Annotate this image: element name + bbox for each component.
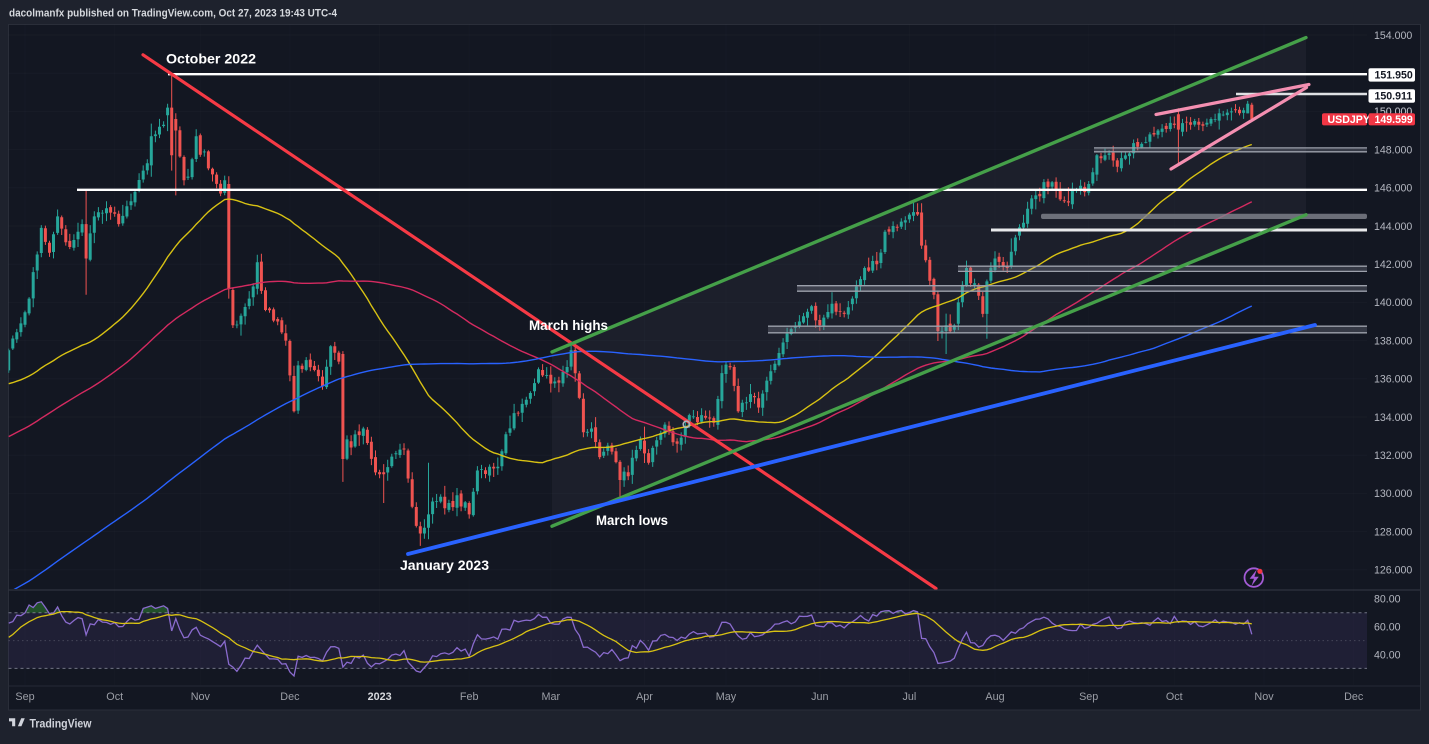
svg-text:136.000: 136.000 <box>1374 374 1412 386</box>
svg-text:Oct: Oct <box>106 691 123 703</box>
svg-text:Sep: Sep <box>15 691 34 703</box>
svg-text:130.000: 130.000 <box>1374 488 1412 500</box>
svg-text:dacolmanfx published on Tradin: dacolmanfx published on TradingView.com,… <box>9 8 338 20</box>
svg-text:October 2022: October 2022 <box>166 52 256 67</box>
svg-text:Sep: Sep <box>1079 691 1098 703</box>
svg-text:Nov: Nov <box>1254 691 1274 703</box>
svg-text:142.000: 142.000 <box>1374 259 1412 271</box>
svg-text:80.00: 80.00 <box>1374 594 1401 606</box>
svg-text:March lows: March lows <box>596 513 668 528</box>
svg-text:144.000: 144.000 <box>1374 221 1412 233</box>
svg-text:Mar: Mar <box>541 691 560 703</box>
svg-text:149.599: 149.599 <box>1375 114 1413 126</box>
svg-text:148.000: 148.000 <box>1374 144 1412 156</box>
svg-text:154.000: 154.000 <box>1374 30 1412 42</box>
svg-text:132.000: 132.000 <box>1374 450 1412 462</box>
svg-text:138.000: 138.000 <box>1374 335 1412 347</box>
svg-text:60.00: 60.00 <box>1374 622 1401 634</box>
svg-text:151.950: 151.950 <box>1375 69 1413 81</box>
svg-text:128.000: 128.000 <box>1374 526 1412 538</box>
svg-text:140.000: 140.000 <box>1374 297 1412 309</box>
svg-text:TradingView: TradingView <box>30 717 92 731</box>
svg-text:May: May <box>716 691 737 703</box>
svg-text:Oct: Oct <box>1166 691 1183 703</box>
svg-text:134.000: 134.000 <box>1374 412 1412 424</box>
svg-text:Apr: Apr <box>636 691 653 703</box>
svg-text:Jun: Jun <box>811 691 828 703</box>
svg-text:January 2023: January 2023 <box>400 558 490 573</box>
svg-text:150.911: 150.911 <box>1375 91 1413 103</box>
svg-text:2023: 2023 <box>368 691 392 703</box>
svg-text:March highs: March highs <box>529 318 608 333</box>
svg-text:USDJPY: USDJPY <box>1328 114 1370 126</box>
svg-text:Dec: Dec <box>1344 691 1364 703</box>
svg-text:146.000: 146.000 <box>1374 183 1412 195</box>
svg-text:126.000: 126.000 <box>1374 565 1412 577</box>
svg-text:40.00: 40.00 <box>1374 649 1401 661</box>
svg-text:Dec: Dec <box>280 691 300 703</box>
svg-text:Aug: Aug <box>985 691 1004 703</box>
svg-text:Nov: Nov <box>191 691 211 703</box>
svg-text:Jul: Jul <box>902 691 916 703</box>
svg-text:Feb: Feb <box>460 691 479 703</box>
